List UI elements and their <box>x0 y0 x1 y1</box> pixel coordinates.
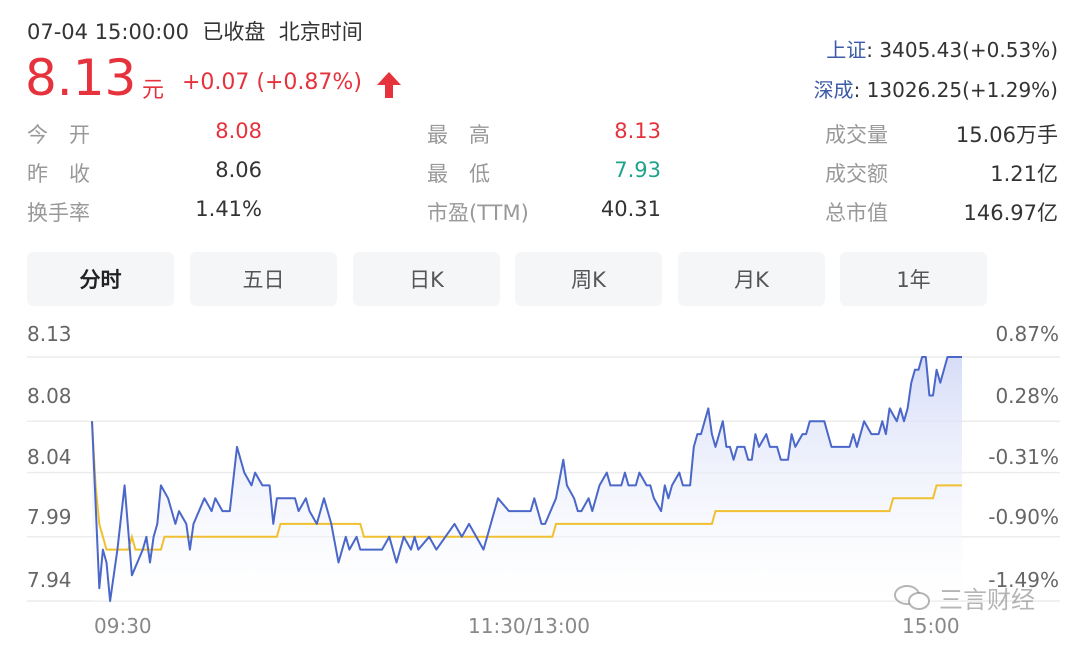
y-tick-left: 8.04 <box>27 445 72 469</box>
y-tick-right: -0.31% <box>988 445 1059 469</box>
y-tick-left: 8.08 <box>27 384 72 408</box>
index-value: : 3405.43(+0.53%) <box>866 38 1058 62</box>
stat-value-pe: 40.31 <box>600 197 661 221</box>
stat-value-low: 7.93 <box>614 158 661 182</box>
stat-label-volume: 成交量 <box>825 123 888 147</box>
stat-value-market-cap: 146.97亿 <box>963 201 1058 225</box>
stat-label-low: 最 低 <box>427 162 490 186</box>
index-name: 深成 <box>813 78 854 102</box>
y-tick-right: 0.28% <box>995 384 1059 408</box>
y-tick-left: 7.94 <box>27 568 72 592</box>
price-change: +0.07 (+0.87%) <box>182 70 362 95</box>
index-value: : 13026.25(+1.29%) <box>853 78 1058 102</box>
wechat-icon <box>894 584 930 610</box>
arrow-up-icon <box>377 72 401 98</box>
index-shenzhen[interactable]: 深成: 13026.25(+1.29%) <box>814 74 1058 103</box>
current-price: 8.13 <box>25 49 137 107</box>
y-tick-right: -1.49% <box>988 568 1059 592</box>
price-unit: 元 <box>142 78 165 103</box>
watermark: 三言财经 <box>893 580 1035 615</box>
stat-label-turnover: 换手率 <box>27 201 90 225</box>
stat-value-volume: 15.06万手 <box>955 123 1058 147</box>
price-area <box>92 357 962 601</box>
datetime: 07-04 15:00:00 <box>27 20 190 44</box>
quote-timestamp: 07-04 15:00:00 已收盘 北京时间 <box>27 16 363 46</box>
index-shanghai[interactable]: 上证: 3405.43(+0.53%) <box>826 34 1058 63</box>
stat-value-prev-close: 8.06 <box>215 158 262 182</box>
x-tick: 09:30 <box>94 614 152 638</box>
price-line <box>91 356 962 602</box>
index-name: 上证 <box>826 38 867 62</box>
y-tick-right: -0.90% <box>988 505 1059 529</box>
y-tick-left: 8.13 <box>27 322 72 346</box>
stat-label-pe: 市盈(TTM) <box>427 201 529 225</box>
stat-value-high: 8.13 <box>614 119 661 143</box>
timezone: 北京时间 <box>278 20 363 44</box>
stat-label-prev-close: 昨 收 <box>27 162 90 186</box>
stat-value-amount: 1.21亿 <box>990 162 1058 186</box>
stat-value-open: 8.08 <box>215 119 262 143</box>
tab-daily-k[interactable]: 日K <box>353 252 500 306</box>
stat-value-turnover: 1.41% <box>195 197 262 221</box>
tab-one-year[interactable]: 1年 <box>840 252 987 306</box>
y-tick-right: 0.87% <box>995 322 1059 346</box>
tab-monthly-k[interactable]: 月K <box>678 252 825 306</box>
watermark-text: 三言财经 <box>939 586 1035 614</box>
tab-weekly-k[interactable]: 周K <box>515 252 662 306</box>
market-status: 已收盘 <box>202 20 266 44</box>
tab-five-day[interactable]: 五日 <box>190 252 337 306</box>
y-tick-left: 7.99 <box>27 505 72 529</box>
stat-label-high: 最 高 <box>427 123 490 147</box>
x-tick: 11:30/13:00 <box>468 614 591 638</box>
stat-label-market-cap: 总市值 <box>825 201 888 225</box>
tab-intraday[interactable]: 分时 <box>27 252 174 306</box>
stat-label-open: 今 开 <box>27 123 90 147</box>
x-tick: 15:00 <box>902 614 960 638</box>
stat-label-amount: 成交额 <box>825 162 888 186</box>
